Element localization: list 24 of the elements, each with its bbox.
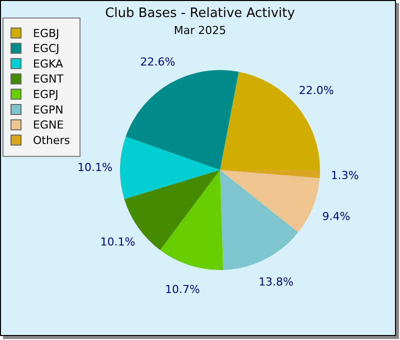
pie-slice	[220, 170, 320, 232]
legend-label: Others	[33, 134, 70, 147]
text: Mar 2025	[174, 24, 226, 37]
legend-label: EGKA	[33, 57, 64, 70]
data-label: 9.4%	[322, 210, 350, 223]
data-label: 22.6%	[140, 55, 176, 68]
pie-slice	[220, 170, 320, 178]
pie-slice	[160, 170, 224, 270]
legend-label: EGNT	[33, 72, 64, 86]
pie-slice	[126, 70, 239, 170]
data-label: 10.1%	[78, 161, 113, 174]
legend-label: EGNE	[33, 118, 64, 132]
data-label: 1.3%	[330, 168, 359, 182]
pie-slice	[220, 170, 298, 270]
data-label: 22.0%	[298, 84, 334, 98]
chart-title: Club Bases - Relative Activity	[105, 6, 296, 21]
legend-label: EGPJ	[33, 88, 58, 102]
legend-label: EGCJ	[33, 42, 60, 56]
data-label: 10.7%	[165, 283, 200, 296]
legend-label: EGBJ	[33, 26, 60, 40]
data-label: 13.8%	[258, 276, 294, 289]
legend-label: EGPN	[33, 103, 64, 116]
pie-slice	[120, 136, 220, 200]
data-label: 10.1%	[100, 236, 136, 249]
